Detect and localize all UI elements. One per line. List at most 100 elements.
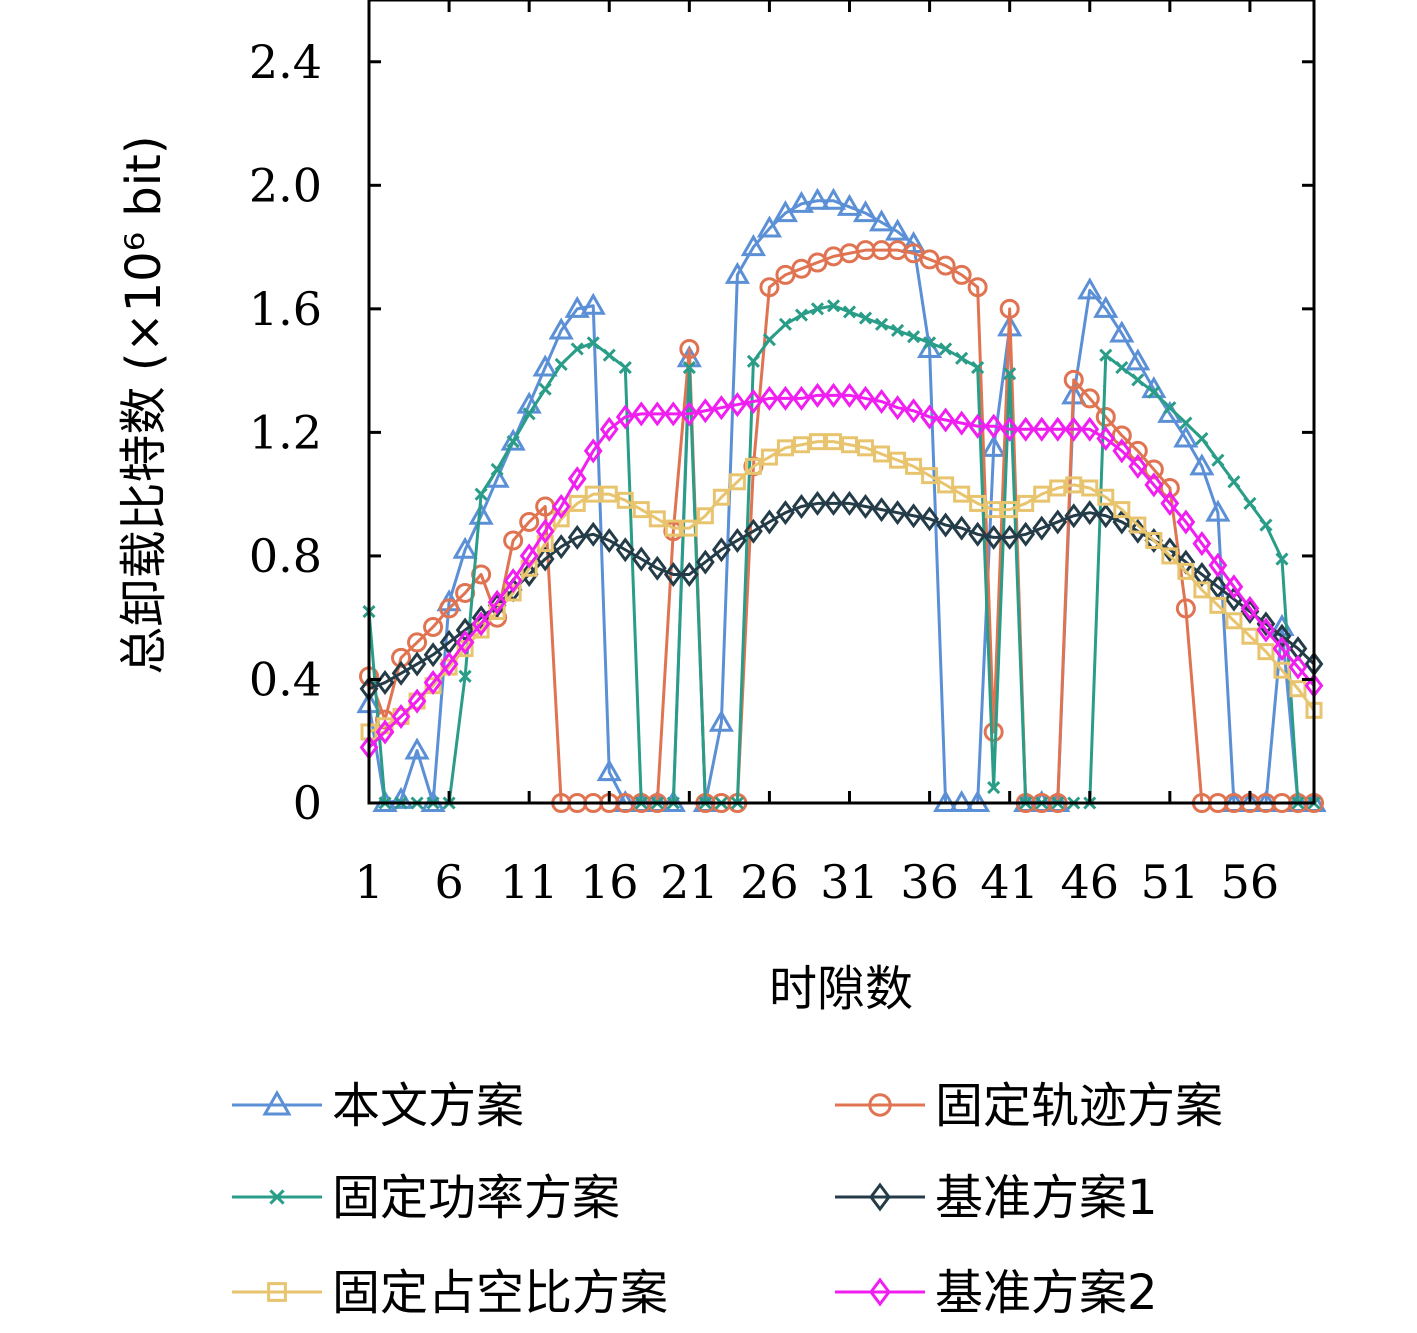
data-point [857, 439, 875, 457]
data-point [971, 360, 985, 375]
data-point [535, 518, 555, 544]
series-2 [359, 240, 1324, 813]
data-point [884, 218, 911, 241]
series-5 [360, 433, 1323, 741]
data-point [1159, 477, 1180, 498]
data-point [1080, 500, 1100, 526]
data-point [984, 413, 1004, 439]
data-point [679, 338, 700, 359]
data-point [1145, 531, 1163, 549]
data-point [1001, 501, 1019, 519]
data-point [810, 302, 825, 316]
data-point [1125, 348, 1151, 371]
y-axis-ticks: 0 0.4 0.8 1.2 1.6 2.0 2.4 [249, 35, 1314, 830]
data-point [1241, 627, 1259, 645]
legend-swatch-marker [267, 1282, 287, 1302]
data-point [921, 467, 939, 485]
data-point [695, 549, 715, 575]
data-point [631, 401, 651, 427]
data-point [455, 617, 475, 643]
data-point [759, 277, 780, 298]
data-point [708, 709, 734, 732]
data-point [900, 230, 927, 253]
data-point [1143, 459, 1164, 480]
series-1 [356, 187, 1327, 812]
data-point [1161, 547, 1179, 565]
data-point [1016, 521, 1036, 547]
data-point [872, 389, 891, 414]
data-point [983, 721, 1004, 742]
x-tick-label: 21 [660, 855, 719, 909]
data-point [792, 494, 811, 520]
data-point [1189, 453, 1215, 476]
data-point [776, 439, 794, 457]
data-point [935, 255, 956, 276]
data-point [1273, 661, 1291, 679]
data-point [856, 385, 875, 411]
data-point [905, 457, 923, 475]
data-point [407, 688, 427, 714]
data-point [1177, 562, 1195, 580]
data-point [936, 407, 955, 433]
legend-swatch-marker [262, 1089, 292, 1116]
data-point [808, 433, 826, 451]
data-point [1000, 416, 1020, 442]
data-point [567, 466, 587, 492]
data-point [1211, 453, 1225, 467]
data-point [487, 589, 507, 615]
data-point [728, 473, 746, 491]
y-tick-label: 1.2 [249, 405, 322, 459]
data-point [1097, 488, 1115, 506]
data-point [760, 448, 778, 466]
data-point [519, 543, 539, 569]
data-point [522, 407, 536, 421]
data-point [1032, 416, 1052, 442]
data-point [583, 521, 603, 547]
legend-item: 基准方案1 [835, 1170, 1158, 1226]
y-tick-label: 0.4 [249, 652, 322, 706]
data-point [955, 351, 969, 365]
data-point [500, 428, 526, 451]
data-point [904, 503, 923, 529]
data-point [999, 298, 1020, 319]
data-point [439, 598, 460, 619]
data-point [873, 445, 891, 463]
data-point [1048, 509, 1068, 535]
legend-label: 基准方案2 [935, 1265, 1158, 1321]
data-point [1129, 516, 1147, 534]
data-point [968, 521, 988, 547]
data-point [1227, 475, 1241, 489]
data-point [1063, 369, 1084, 390]
data-point [1160, 537, 1180, 563]
data-point [580, 292, 606, 315]
data-point [904, 398, 923, 424]
data-point [824, 490, 843, 516]
data-point [1064, 503, 1084, 529]
data-point [728, 392, 747, 418]
data-point [824, 433, 842, 451]
data-point [1256, 617, 1276, 643]
y-axis-title: 总卸载比特数 (×10⁶ bit) [116, 135, 172, 674]
data-point [746, 354, 760, 368]
data-point [724, 261, 750, 284]
data-point [868, 209, 895, 232]
data-point [564, 295, 590, 318]
data-point [1077, 277, 1103, 300]
data-point [890, 323, 905, 338]
x-tick-label: 26 [740, 855, 799, 909]
data-point [1243, 496, 1257, 510]
x-axis-title: 时隙数 [769, 961, 913, 1017]
data-point [1173, 425, 1199, 448]
data-point [820, 187, 847, 210]
data-point [969, 494, 987, 512]
x-tick-label: 6 [434, 855, 463, 909]
data-point [920, 404, 939, 430]
data-point [663, 401, 683, 427]
data-point [1288, 654, 1308, 680]
data-point [1209, 596, 1227, 614]
data-point [740, 234, 766, 257]
data-point [583, 438, 603, 464]
y-tick-label: 1.6 [249, 282, 322, 336]
data-point [632, 501, 650, 519]
